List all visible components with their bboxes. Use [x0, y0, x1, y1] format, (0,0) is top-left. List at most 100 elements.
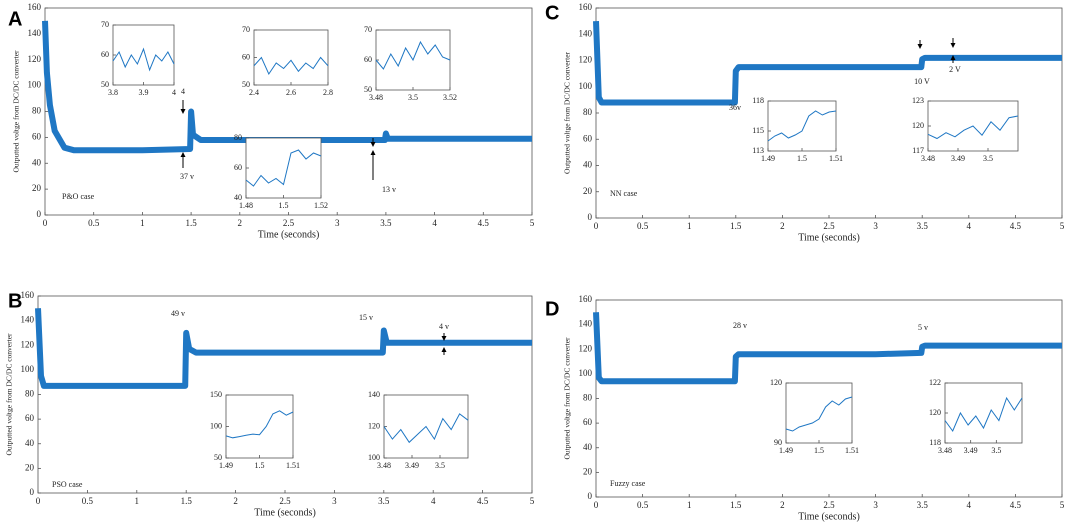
x-tick-label: 2.5	[283, 218, 295, 228]
y-tick-label: 117	[912, 146, 924, 155]
y-tick-label: 50	[242, 80, 250, 89]
y-tick-label: 70	[364, 25, 372, 34]
signal-line	[42, 20, 532, 154]
x-tick-label: 1.51	[286, 461, 300, 470]
annotation: Fuzzy case	[610, 479, 646, 488]
x-tick-label: 3.48	[377, 461, 391, 470]
y-tick-label: 120	[21, 339, 35, 349]
y-tick-label: 80	[234, 133, 242, 142]
x-tick-label: 5	[1060, 221, 1065, 231]
y-axis-label: Outputted voltge from DC/DC converter	[563, 51, 572, 174]
inset-line	[253, 56, 329, 76]
x-tick-label: 5	[530, 218, 535, 228]
annotation: PSO case	[52, 480, 83, 489]
y-tick-label: 120	[912, 121, 924, 130]
y-tick-label: 115	[752, 126, 764, 135]
signal-line	[593, 312, 1062, 385]
x-tick-label: 1.49	[761, 154, 775, 163]
x-tick-label: 1	[687, 221, 692, 231]
signal-line	[35, 308, 532, 389]
inset-line	[927, 115, 1019, 140]
x-tick-label: 3.5	[917, 500, 929, 510]
y-tick-label: 100	[21, 364, 35, 374]
x-tick-label: 2	[780, 500, 785, 510]
x-tick-label: 1.5	[730, 500, 742, 510]
x-tick-label: 2.6	[286, 88, 296, 97]
x-tick-label: 3.49	[405, 461, 419, 470]
x-tick-label: 3.48	[938, 446, 952, 455]
y-tick-label: 0	[30, 487, 35, 497]
y-tick-label: 40	[583, 160, 593, 170]
y-tick-label: 120	[368, 421, 380, 430]
x-tick-label: 4	[967, 500, 972, 510]
y-axis-label: Outputted voltge from DC/DC converter	[12, 50, 21, 173]
y-tick-label: 60	[583, 417, 593, 427]
annotation: NN case	[610, 189, 638, 198]
x-axis-label: Time (seconds)	[254, 507, 316, 518]
x-tick-label: 4.5	[478, 218, 490, 228]
x-tick-label: 3	[873, 221, 878, 231]
y-tick-label: 120	[579, 55, 593, 65]
y-tick-label: 60	[242, 52, 250, 61]
x-tick-label: 1	[140, 218, 145, 228]
x-tick-label: 1.5	[279, 201, 289, 210]
inset-frame	[225, 394, 294, 459]
inset-line	[785, 396, 853, 432]
y-tick-label: 100	[368, 453, 380, 462]
x-tick-label: 2.4	[249, 88, 259, 97]
y-axis-label: Outputted voltge from DC/DC converter	[563, 337, 572, 460]
x-tick-label: 5	[530, 496, 535, 506]
y-tick-label: 70	[101, 20, 109, 29]
y-tick-label: 60	[101, 50, 109, 59]
x-tick-label: 2.5	[279, 496, 291, 506]
x-tick-label: 3.48	[921, 154, 935, 163]
annotation: 13 v	[382, 185, 396, 194]
x-tick-label: 3.5	[991, 446, 1001, 455]
annotation: 4	[181, 87, 185, 96]
y-tick-label: 118	[929, 438, 941, 447]
x-tick-label: 5	[1060, 500, 1065, 510]
x-tick-label: 1.5	[181, 496, 193, 506]
inset-frame	[253, 29, 329, 86]
x-tick-label: 0.5	[637, 221, 649, 231]
inset-line	[383, 413, 469, 444]
x-tick-label: 1.5	[730, 221, 742, 231]
y-tick-label: 70	[242, 25, 250, 34]
y-tick-label: 60	[25, 413, 35, 423]
y-tick-label: 50	[101, 80, 109, 89]
x-tick-label: 3.9	[139, 88, 149, 97]
y-tick-label: 40	[234, 193, 242, 202]
y-tick-label: 90	[774, 438, 782, 447]
annotation: 10 V	[914, 77, 930, 86]
x-tick-label: 3.5	[435, 461, 445, 470]
y-tick-label: 80	[32, 106, 42, 116]
x-tick-label: 1.49	[779, 446, 793, 455]
y-tick-label: 120	[770, 378, 782, 387]
x-tick-label: 4.5	[477, 496, 489, 506]
annotation: 5 v	[918, 323, 928, 332]
y-tick-label: 122	[929, 378, 941, 387]
x-tick-label: 3.49	[951, 154, 965, 163]
annotation: 15 v	[359, 313, 373, 322]
x-tick-label: 2.5	[823, 221, 835, 231]
y-tick-label: 60	[234, 163, 242, 172]
x-tick-label: 3.49	[964, 446, 978, 455]
y-tick-label: 160	[579, 2, 593, 12]
y-tick-label: 40	[32, 157, 42, 167]
signal-line	[593, 20, 1062, 106]
x-axis-label: Time (seconds)	[798, 232, 860, 243]
y-tick-label: 160	[21, 290, 35, 300]
y-tick-label: 0	[37, 209, 42, 219]
x-axis-label: Time (seconds)	[798, 511, 860, 522]
inset-frame	[245, 137, 322, 199]
x-tick-label: 1.5	[185, 218, 197, 228]
x-tick-label: 0	[594, 500, 599, 510]
x-tick-label: 3.5	[408, 93, 418, 102]
y-tick-label: 60	[583, 133, 593, 143]
y-tick-label: 140	[21, 315, 35, 325]
inset-frame	[944, 382, 1023, 444]
x-tick-label: 3	[332, 496, 337, 506]
inset-frame	[767, 100, 837, 152]
x-tick-label: 0	[36, 496, 41, 506]
